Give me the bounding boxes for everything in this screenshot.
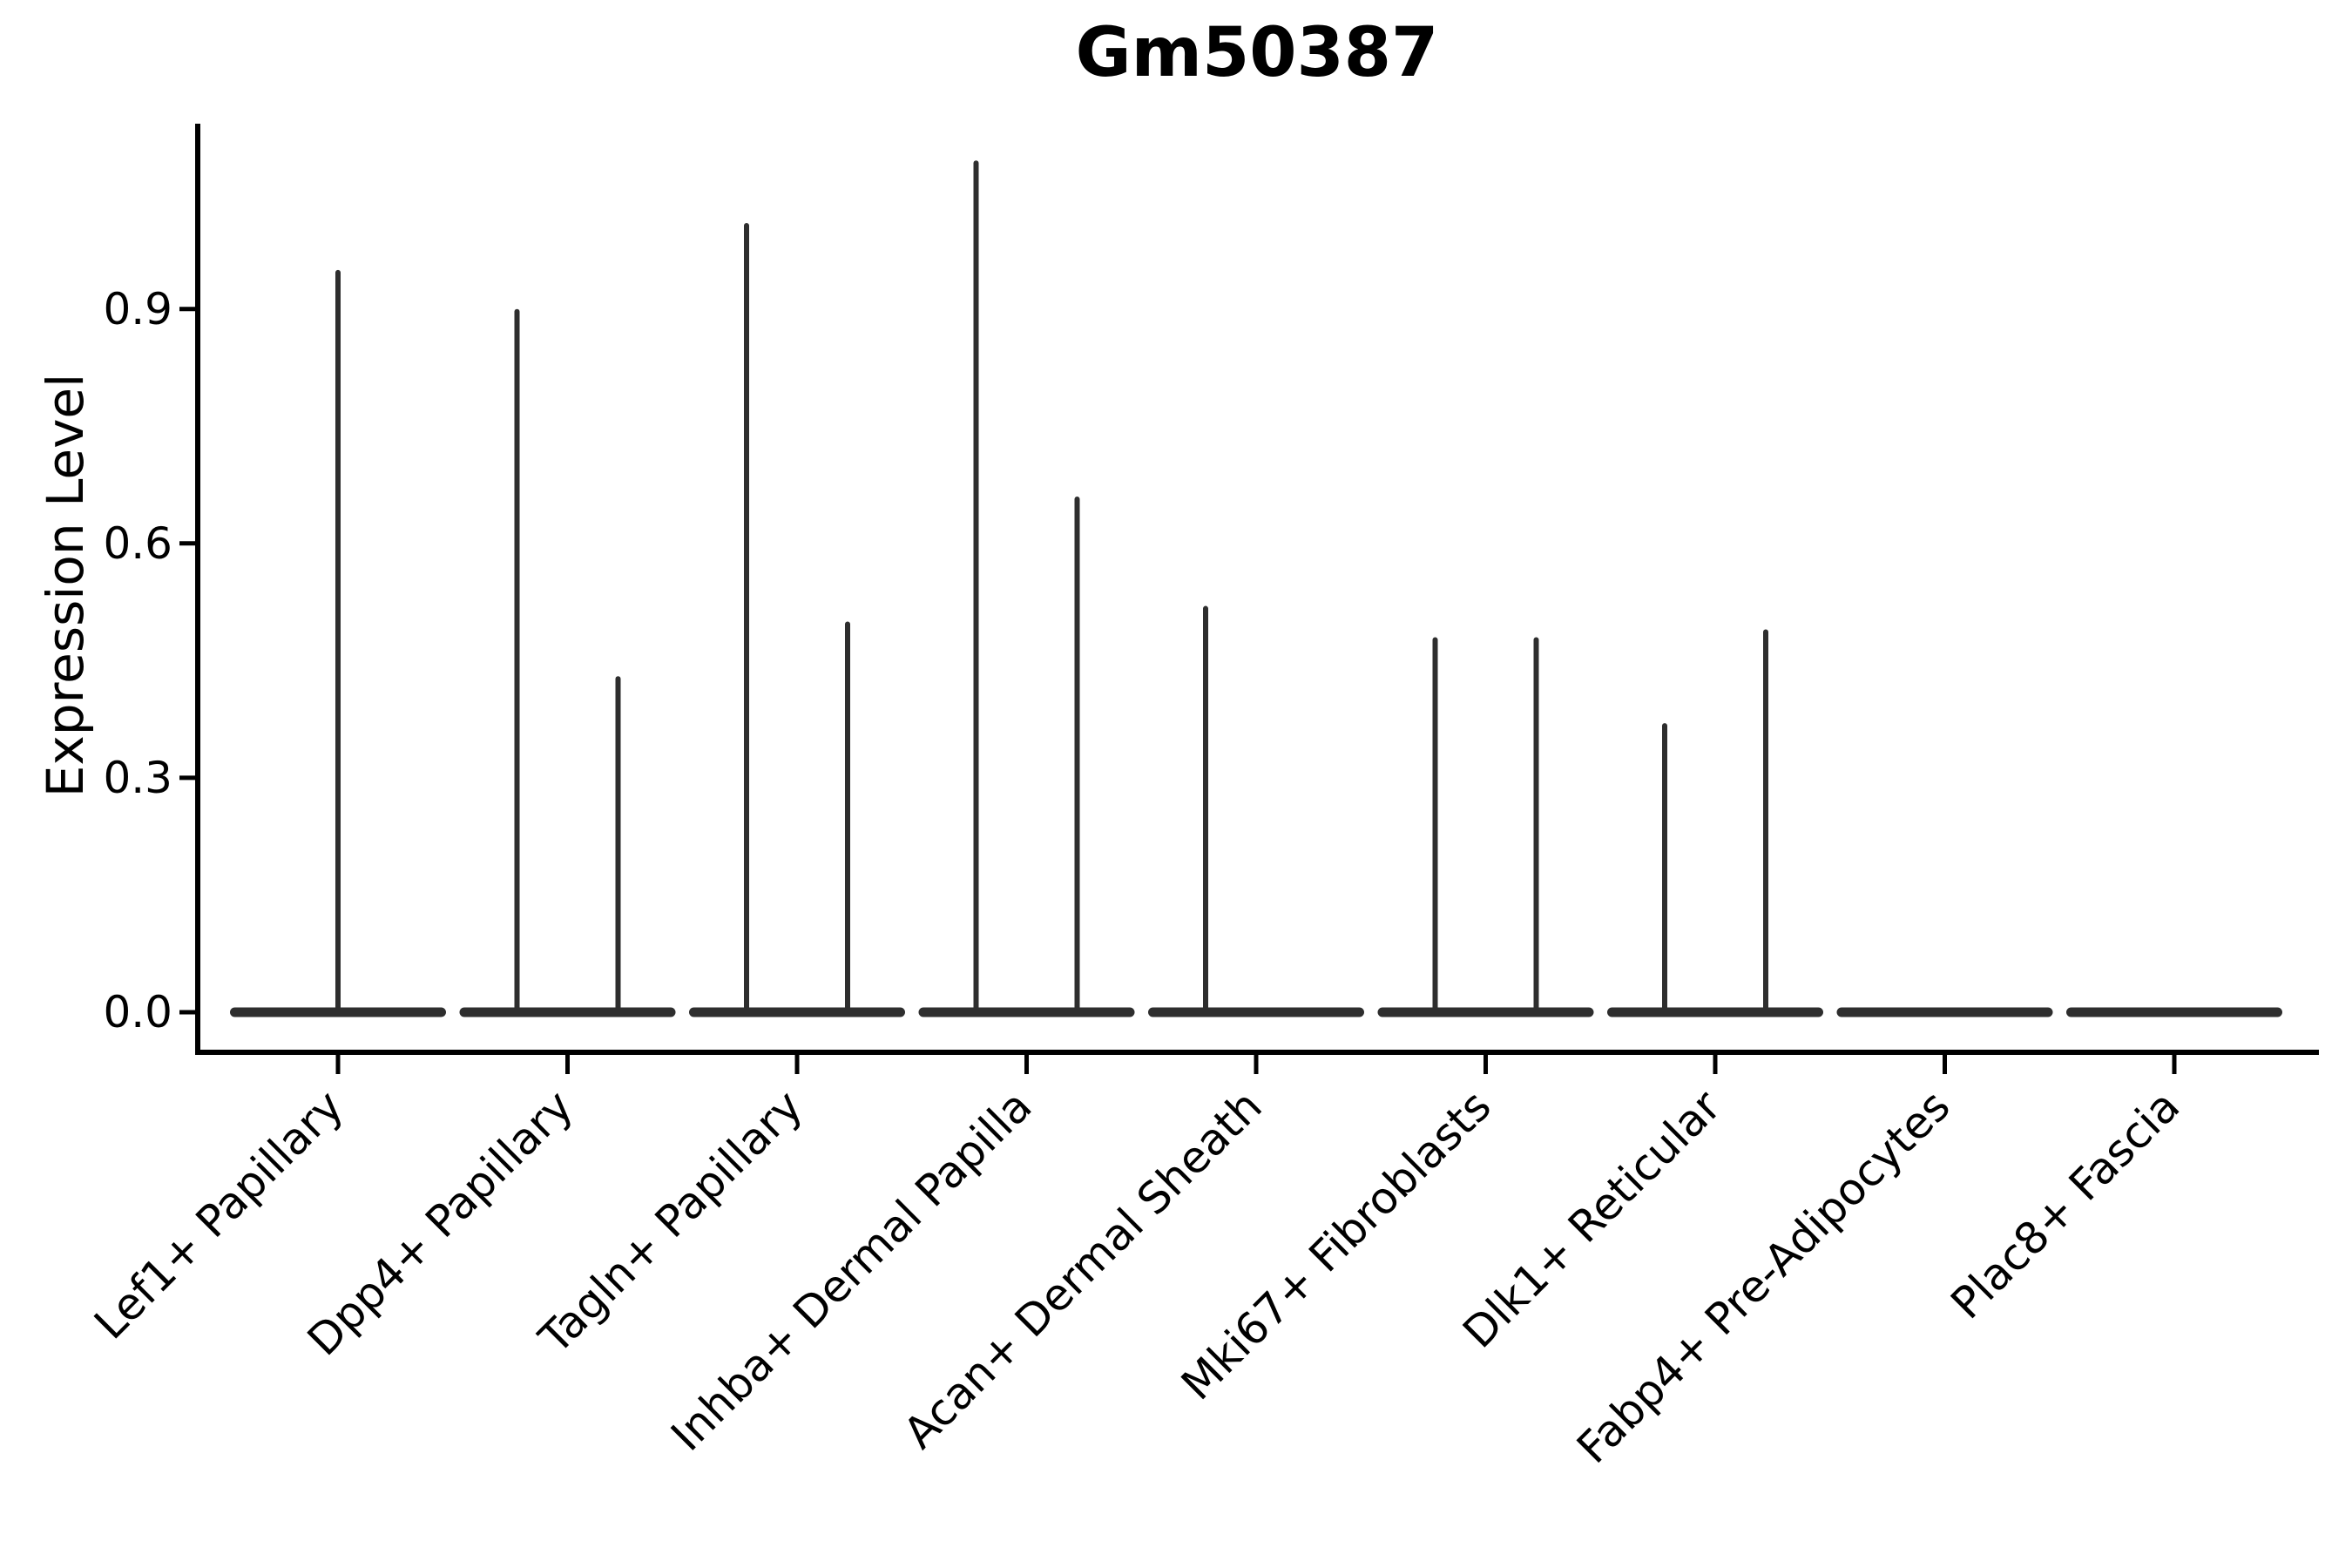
violin-baseline-strip [1377, 1007, 1594, 1017]
violin-max-expression-spike [1432, 637, 1438, 1017]
violin-baseline-strip [918, 1007, 1135, 1017]
violin-baseline-strip [1148, 1007, 1364, 1017]
violin-baseline-strip [689, 1007, 905, 1017]
violin-max-expression-spike [1662, 723, 1667, 1017]
violin-baseline-strip [1836, 1007, 2053, 1017]
violin-max-expression-spike [1203, 605, 1208, 1017]
violin-max-expression-spike [845, 621, 850, 1017]
violin-max-expression-spike [615, 676, 621, 1017]
violin-baseline-strip [459, 1007, 676, 1017]
violin-max-expression-spike [1074, 496, 1080, 1017]
y-axis-label: Expression Level [36, 373, 95, 798]
violin-max-expression-spike [335, 269, 341, 1017]
y-tick-label-0.9: 0.9 [103, 284, 172, 335]
violin-max-expression-spike [1533, 637, 1539, 1017]
chart-title: Gm50387 [1075, 14, 1439, 92]
violin-max-expression-spike [744, 223, 749, 1017]
violin-max-expression-spike [514, 308, 520, 1017]
violin-baseline-strip [1607, 1007, 1823, 1017]
y-tick-label-0.3: 0.3 [103, 753, 172, 803]
violin-max-expression-spike [973, 160, 979, 1017]
violin-baseline-strip [2066, 1007, 2282, 1017]
y-tick-label-0.0: 0.0 [103, 987, 172, 1037]
violin-max-expression-spike [1763, 629, 1768, 1017]
y-tick-label-0.6: 0.6 [103, 518, 172, 569]
